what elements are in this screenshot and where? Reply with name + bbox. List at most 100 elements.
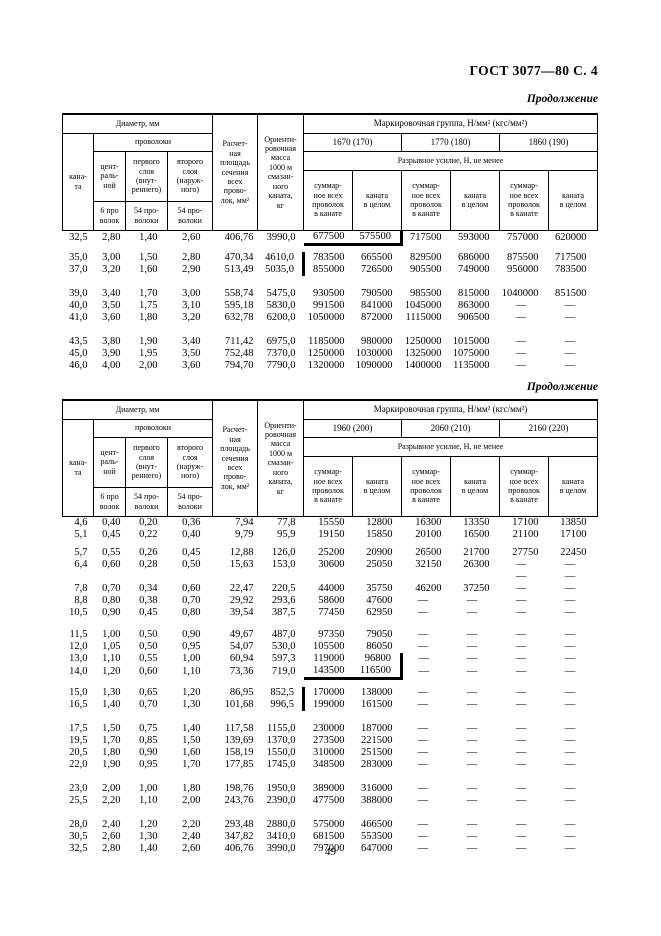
table-cell: 749000 (458, 263, 490, 275)
table-cell: — (418, 666, 430, 677)
header-whole_rope: каната в целом (450, 455, 500, 517)
table-cell: 46,0 (69, 359, 88, 371)
table-cell: 1,20 (102, 666, 121, 677)
table-cell: 22450 (560, 546, 587, 558)
table-cell: 466500 (361, 818, 393, 830)
table-cell: 251500 (361, 746, 393, 758)
table-cell: 13,0 (69, 652, 88, 664)
table-cell: 1,90 (102, 758, 121, 770)
table-row: — — (63, 571, 598, 583)
table-cell: 980000 (361, 335, 393, 347)
table-cell: — (515, 335, 527, 347)
table-cell: 32,5 (69, 232, 88, 243)
table-cell: 1,05 (102, 640, 121, 652)
table-cell: 1250000 (404, 335, 442, 347)
continuation-label-2: Продолжение (526, 381, 598, 393)
table-cell: 783500 (555, 263, 587, 275)
table-cell: 4610,0 (265, 251, 294, 263)
continuation-label-1: Продолжение (526, 93, 598, 105)
table-cell: 1,95 (139, 347, 158, 359)
header-wires6: 6 про волок (93, 200, 126, 231)
table-cell: 1370,0 (266, 734, 296, 746)
table-row: 16,5 1,40 0,70 1,30 101,68 996,5 199000 161500 —… (63, 698, 598, 711)
table-cell: — (515, 311, 527, 323)
table-cell: — (515, 582, 527, 594)
table-cell: 95,9 (277, 528, 296, 540)
table-cell: 1,80 (182, 782, 201, 794)
group-spacer (63, 324, 598, 336)
table-row: 43,5 3,80 1,90 3,40 711,42 6975,0 1185000 98000… (63, 336, 598, 348)
table-cell: 632,78 (224, 311, 254, 323)
header-rope: кана- та (62, 132, 94, 231)
table-cell: 726500 (361, 263, 393, 275)
table-cell: 0,85 (139, 734, 158, 746)
table-cell: 0,50 (182, 558, 201, 570)
table-cell: 665500 (361, 251, 393, 263)
table-cell: 711,42 (225, 335, 254, 347)
table-cell: 1250000 (307, 347, 345, 359)
header-sum_wires: суммар- ное всех проволок в канате (401, 455, 451, 517)
table-cell: 283000 (361, 758, 393, 770)
table-cell: 198,76 (224, 782, 254, 794)
table-cell: — (515, 299, 527, 311)
table-cell: 1,70 (182, 758, 201, 770)
table-cell: 1155,0 (267, 722, 296, 734)
table-row: 23,0 2,00 1,00 1,80 198,76 1950,0 389000 316000… (63, 783, 598, 795)
table-cell: 58600 (318, 594, 345, 606)
table-cell: 852,5 (270, 686, 294, 698)
table-cell: — (417, 746, 429, 758)
table-cell: 293,6 (271, 594, 296, 606)
table-cell: — (564, 830, 576, 842)
table-cell: — (564, 666, 576, 677)
table-cell: 3,90 (102, 347, 121, 359)
table-cell: 26300 (463, 558, 490, 570)
table-cell: 406,76 (224, 232, 254, 243)
group-spacer (63, 244, 598, 252)
table-cell: 27750 (512, 546, 539, 558)
table-cell: 829500 (410, 251, 442, 263)
table-cell: 13350 (463, 516, 490, 528)
header-wires: проволоки (93, 132, 213, 152)
table-cell: 575500 (352, 230, 403, 246)
table-cell: 2,20 (102, 794, 121, 806)
table-cell: 1090000 (355, 359, 393, 371)
table-cell: 985500 (410, 287, 442, 299)
table-cell: — (417, 782, 429, 794)
table-cell: 1,10 (102, 652, 121, 664)
table-cell: — (466, 830, 478, 842)
rope-table-2: Диаметр, мм Расчет- ная площадь сечения в… (62, 399, 598, 855)
table-cell: — (515, 594, 527, 606)
table-cell: — (515, 628, 527, 640)
table-row: 30,5 2,60 1,30 2,40 347,82 3410,0 681500 553500… (63, 831, 598, 843)
table-cell: 0,20 (139, 516, 158, 528)
table-cell: — (515, 794, 527, 806)
table-cell: 15550 (318, 516, 345, 528)
table-cell: 16300 (415, 516, 442, 528)
table-cell: — (466, 652, 478, 664)
table-cell: 1,80 (139, 311, 158, 323)
table-cell: — (564, 347, 576, 359)
table-cell: 0,90 (182, 628, 201, 640)
table-cell: 35750 (366, 582, 393, 594)
table-cell: 783500 (302, 251, 353, 264)
table-cell: 37250 (463, 582, 490, 594)
table-cell: 17100 (560, 528, 587, 540)
table-cell: — (564, 582, 576, 594)
table-cell: — (417, 722, 429, 734)
table-cell: 1325000 (404, 347, 442, 359)
table-cell: 16,5 (69, 698, 88, 710)
table-cell: 1030000 (355, 347, 393, 359)
table-cell (402, 571, 451, 583)
header-rope: кана- та (62, 418, 94, 517)
table-cell: 16500 (463, 528, 490, 540)
table-cell: — (417, 594, 429, 606)
table-cell: 7370,0 (266, 347, 296, 359)
table-cell: 875500 (507, 251, 539, 263)
table-cell: 28,0 (69, 818, 88, 830)
table-cell: 3990,0 (266, 232, 296, 243)
table-cell: 906500 (458, 311, 490, 323)
table-cell: 1400000 (404, 359, 442, 371)
table-row: 10,5 0,90 0,45 0,80 39,54 387,5 77450 62950 — — — — (63, 607, 598, 619)
table-cell: 177,85 (224, 758, 254, 770)
table-cell: — (515, 558, 527, 570)
